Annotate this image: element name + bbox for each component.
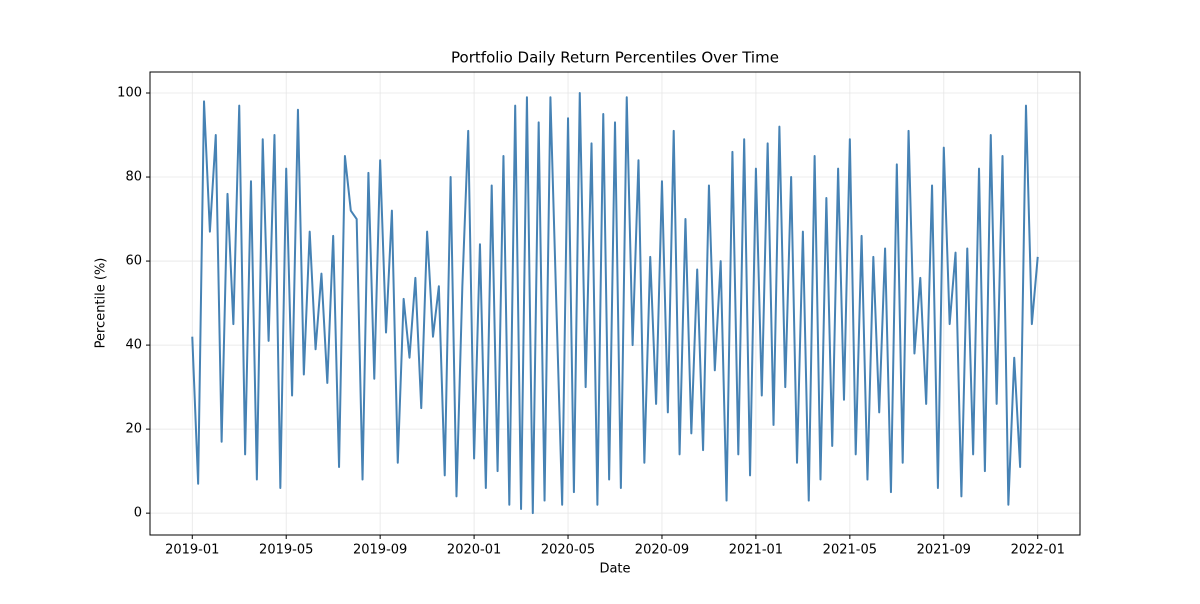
x-tick-label: 2020-01 bbox=[447, 543, 501, 558]
y-tick-label: 40 bbox=[125, 338, 142, 353]
data-line bbox=[191, 92, 1039, 515]
x-axis-label: Date bbox=[599, 562, 630, 577]
chart-title: Portfolio Daily Return Percentiles Over … bbox=[451, 49, 779, 67]
plot-frame bbox=[149, 71, 1081, 536]
x-tick-label: 2020-09 bbox=[635, 543, 689, 558]
y-tick-label: 80 bbox=[125, 170, 142, 185]
x-tick-label: 2019-01 bbox=[165, 543, 219, 558]
x-tick-label: 2020-05 bbox=[541, 543, 595, 558]
y-axis-label: Percentile (%) bbox=[94, 258, 109, 349]
x-tick-label: 2019-09 bbox=[353, 543, 407, 558]
y-tick-label: 100 bbox=[117, 86, 142, 101]
y-tick-label: 0 bbox=[134, 506, 142, 521]
x-tick-label: 2022-01 bbox=[1011, 543, 1065, 558]
y-tick-label: 60 bbox=[125, 254, 142, 269]
x-tick-label: 2021-01 bbox=[729, 543, 783, 558]
x-tick-label: 2019-05 bbox=[259, 543, 313, 558]
x-tick-label: 2021-09 bbox=[917, 543, 971, 558]
x-tick-label: 2021-05 bbox=[823, 543, 877, 558]
y-tick-label: 20 bbox=[125, 422, 142, 437]
